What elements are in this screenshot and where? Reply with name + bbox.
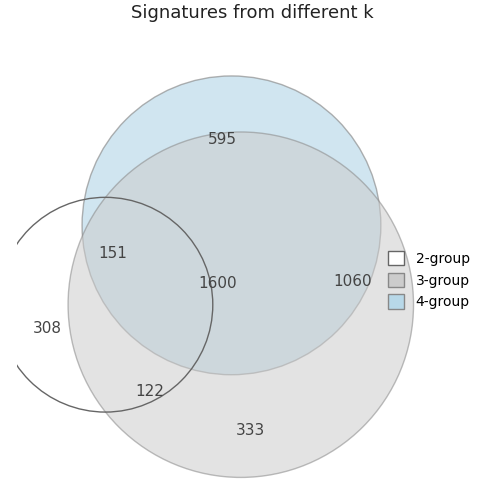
Text: 122: 122 <box>136 384 165 399</box>
Text: 1060: 1060 <box>334 274 372 289</box>
Title: Signatures from different k: Signatures from different k <box>131 4 373 22</box>
Legend: 2-group, 3-group, 4-group: 2-group, 3-group, 4-group <box>388 251 470 309</box>
Text: 1600: 1600 <box>198 276 237 291</box>
Text: 333: 333 <box>235 423 265 438</box>
Text: 151: 151 <box>98 246 128 261</box>
Circle shape <box>68 132 413 477</box>
Text: 308: 308 <box>33 321 62 336</box>
Text: 595: 595 <box>208 132 236 147</box>
Circle shape <box>82 76 381 375</box>
